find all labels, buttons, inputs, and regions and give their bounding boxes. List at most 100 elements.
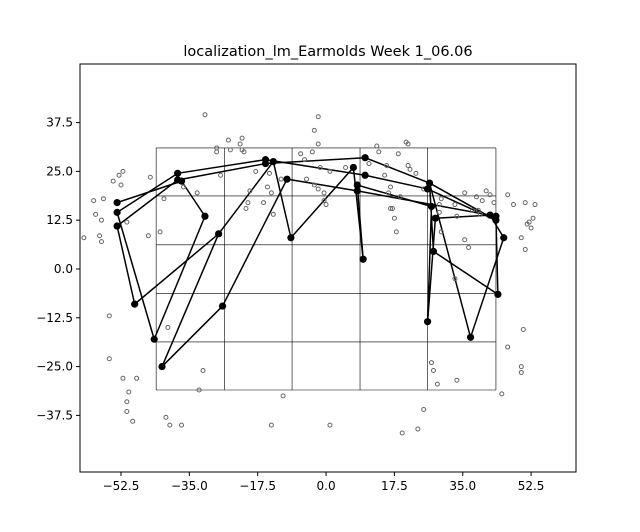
response-point-2 [93, 211, 99, 217]
response-point-12 [106, 313, 112, 319]
target-point-3 [131, 300, 139, 308]
response-point-82 [397, 194, 403, 200]
response-point-30 [200, 367, 206, 373]
target-point-9 [201, 212, 209, 220]
response-point-62 [315, 186, 321, 192]
connection-line-3 [116, 212, 155, 340]
response-point-98 [436, 209, 442, 215]
response-points [81, 112, 538, 436]
response-point-24 [165, 325, 171, 331]
response-point-40 [239, 135, 245, 141]
response-point-53 [280, 393, 286, 399]
response-point-91 [421, 407, 427, 413]
response-point-46 [261, 200, 267, 206]
connection-lines [116, 156, 505, 368]
response-point-22 [157, 229, 163, 235]
connection-line-13 [116, 179, 179, 227]
response-point-42 [243, 205, 249, 211]
connection-line-32 [286, 178, 358, 192]
response-point-78 [389, 205, 395, 211]
response-point-103 [462, 190, 468, 196]
response-point-63 [317, 164, 323, 170]
response-point-86 [405, 163, 411, 169]
response-point-79 [391, 215, 397, 221]
response-point-54 [298, 151, 304, 157]
response-point-32 [202, 112, 208, 118]
response-point-10 [118, 182, 124, 188]
response-point-44 [247, 188, 253, 194]
response-point-49 [268, 190, 274, 196]
target-point-17 [349, 163, 357, 172]
response-point-116 [505, 344, 511, 350]
response-point-127 [530, 215, 536, 221]
response-point-14 [120, 375, 126, 381]
response-point-43 [245, 200, 251, 206]
response-point-64 [321, 190, 327, 196]
target-point-5 [158, 362, 166, 371]
y-tick-label-2: −12.5 [36, 311, 73, 325]
response-point-25 [163, 414, 169, 420]
response-point-6 [100, 196, 106, 202]
x-tick-label-3: 0.0 [317, 479, 336, 493]
response-point-21 [145, 233, 151, 239]
response-point-109 [477, 211, 483, 217]
target-point-34 [500, 234, 508, 242]
response-point-1 [91, 198, 97, 204]
connection-line-10 [364, 157, 430, 184]
response-point-5 [98, 239, 104, 245]
target-point-15 [283, 175, 291, 183]
response-point-99 [452, 202, 458, 208]
response-point-7 [110, 178, 116, 184]
response-point-48 [266, 170, 272, 176]
connection-line-27 [428, 182, 472, 338]
response-point-118 [518, 235, 524, 241]
grid-box [155, 147, 497, 391]
target-point-18 [353, 181, 361, 189]
response-point-80 [393, 229, 399, 235]
response-point-50 [270, 211, 276, 217]
response-point-31 [196, 387, 202, 393]
target-point-29 [466, 333, 475, 341]
response-point-51 [268, 422, 274, 428]
x-axis: −52.5 −35.0 −17.5 0.0 17.5 35.0 52.5 [103, 472, 545, 493]
response-point-72 [376, 149, 382, 155]
response-point-65 [321, 198, 327, 204]
response-point-114 [499, 391, 505, 397]
response-point-76 [387, 184, 393, 190]
x-tick-label-0: −52.5 [103, 479, 140, 493]
response-point-85 [405, 141, 411, 147]
response-point-59 [311, 182, 317, 188]
target-point-22 [359, 255, 367, 263]
response-point-13 [106, 356, 112, 362]
response-point-106 [470, 207, 476, 213]
target-point-0 [113, 199, 121, 207]
y-tick-label-0: −37.5 [36, 408, 73, 422]
response-point-87 [407, 166, 413, 172]
response-point-100 [452, 276, 458, 282]
y-tick-label-6: 37.5 [46, 116, 73, 130]
target-point-33 [494, 290, 502, 298]
connection-line-33 [221, 178, 288, 307]
connection-line-28 [428, 183, 435, 252]
response-point-94 [434, 381, 440, 387]
connection-line-30 [495, 216, 499, 295]
target-point-14 [269, 158, 277, 166]
response-point-15 [126, 389, 132, 395]
response-point-36 [225, 137, 231, 143]
response-point-123 [522, 246, 528, 252]
response-point-111 [483, 188, 489, 194]
response-point-45 [253, 168, 259, 174]
target-point-11 [218, 302, 227, 310]
response-point-60 [315, 141, 321, 147]
x-tick-label-6: 52.5 [518, 479, 545, 493]
response-point-104 [462, 237, 468, 243]
target-point-26 [429, 247, 438, 256]
response-point-55 [302, 157, 308, 163]
target-points [113, 154, 508, 371]
target-point-4 [150, 335, 158, 343]
response-point-73 [382, 172, 388, 178]
response-point-16 [134, 375, 140, 381]
response-point-18 [124, 408, 130, 414]
x-tick-label-2: −17.5 [239, 479, 276, 493]
target-point-27 [431, 214, 440, 222]
